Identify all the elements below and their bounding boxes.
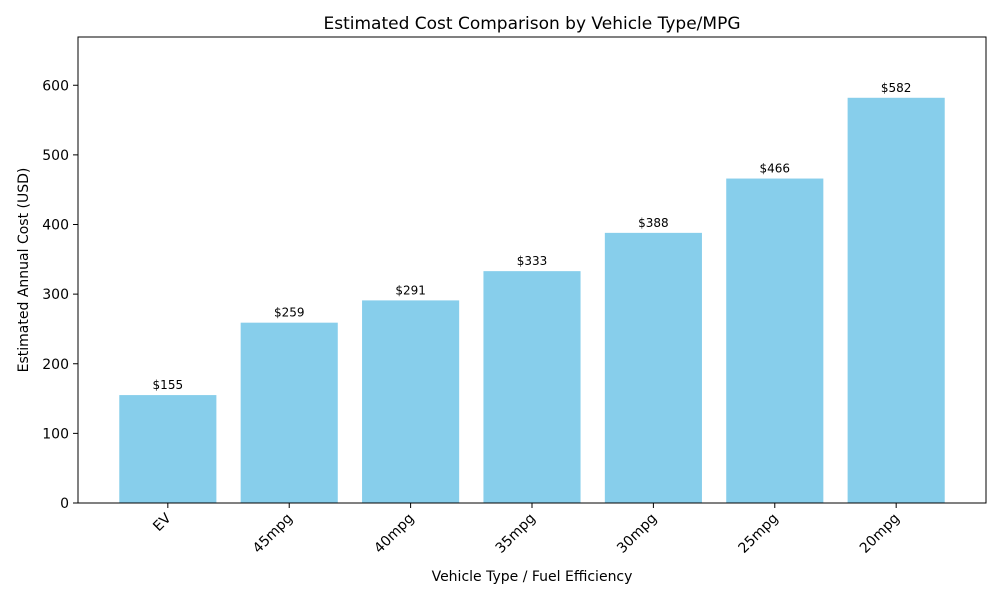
data-label: $466: [760, 162, 791, 176]
bar-20mpg: [847, 97, 945, 504]
x-tick-label: 30mpg: [614, 511, 660, 557]
data-label: $582: [881, 81, 912, 95]
data-label: $291: [395, 283, 426, 297]
data-label: $333: [517, 254, 548, 268]
x-tick-label: 20mpg: [857, 511, 903, 557]
plot-frame: [77, 36, 987, 504]
x-tick-label: EV: [150, 510, 175, 535]
bar-40mpg: [362, 300, 460, 503]
x-axis-label: Vehicle Type / Fuel Efficiency: [432, 569, 633, 585]
y-axis-label: Estimated Annual Cost (USD): [16, 168, 32, 373]
y-tick-label: 500: [42, 148, 69, 164]
x-tick-label: 45mpg: [250, 511, 296, 557]
x-tick-label: 40mpg: [371, 511, 417, 557]
data-label: $388: [638, 216, 669, 230]
data-label: $259: [274, 306, 305, 320]
y-tick-label: 0: [60, 496, 69, 512]
x-tick-label: 25mpg: [735, 511, 781, 557]
bar-EV: [119, 395, 217, 503]
y-tick-label: 200: [42, 357, 69, 373]
y-tick-label: 100: [42, 426, 69, 442]
y-tick-label: 600: [42, 78, 69, 94]
y-tick-label: 300: [42, 287, 69, 303]
chart-title: Estimated Cost Comparison by Vehicle Typ…: [324, 14, 741, 34]
bar-45mpg: [240, 322, 338, 503]
bar-30mpg: [604, 232, 702, 503]
y-tick-label: 400: [42, 218, 69, 234]
bar-25mpg: [726, 178, 824, 503]
bar-35mpg: [483, 271, 581, 503]
data-label: $155: [153, 378, 184, 392]
x-tick-label: 35mpg: [493, 511, 539, 557]
